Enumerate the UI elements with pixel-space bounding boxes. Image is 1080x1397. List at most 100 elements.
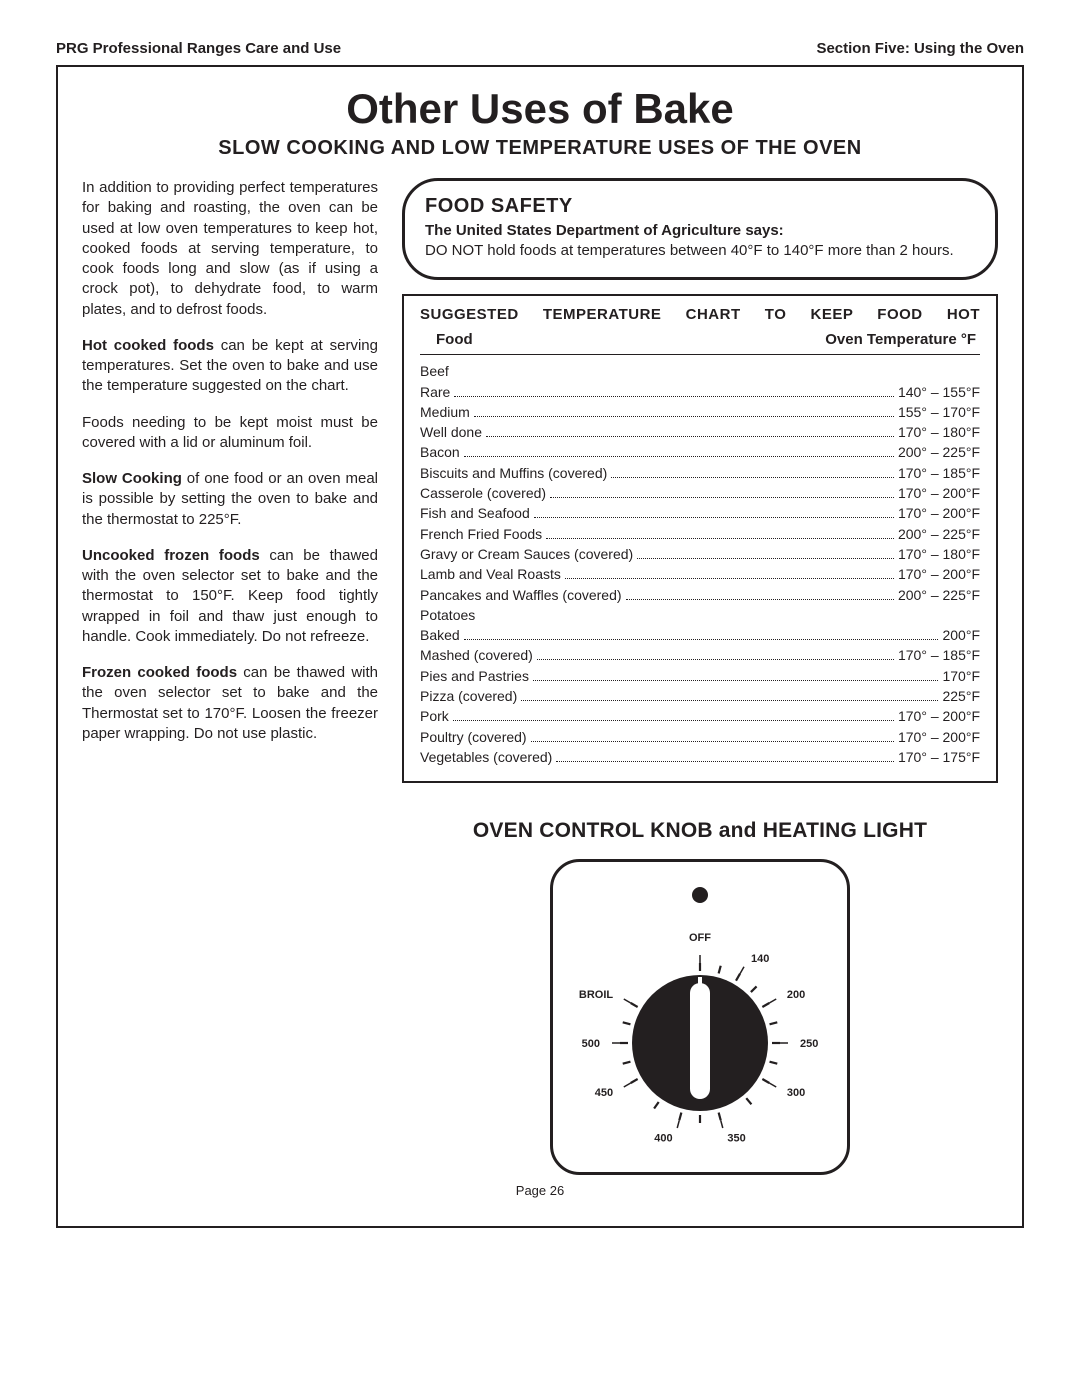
chart-food-cell: Baked — [420, 625, 460, 645]
chart-food-cell: Casserole (covered) — [420, 483, 546, 503]
chart-food-cell: Potatoes — [420, 605, 475, 625]
dial-wrap: OFF140200250300350400450500BROIL — [402, 859, 998, 1175]
chart-row: Lamb and Veal Roasts 170° – 200°F — [420, 564, 980, 584]
chart-row: Potatoes — [420, 605, 980, 625]
chart-food-cell: Poultry (covered) — [420, 727, 527, 747]
chart-row: Pizza (covered) 225°F — [420, 686, 980, 706]
svg-text:450: 450 — [595, 1087, 613, 1099]
chart-row: Vegetables (covered)170° – 175°F — [420, 747, 980, 767]
chart-header: Food Oven Temperature °F — [420, 331, 980, 355]
chart-dot-leader — [464, 456, 894, 457]
svg-text:500: 500 — [582, 1038, 600, 1050]
chart-temp-cell: 200° – 225°F — [898, 442, 980, 462]
chart-food-cell: Lamb and Veal Roasts — [420, 564, 561, 584]
chart-row: Biscuits and Muffins (covered)170° – 185… — [420, 463, 980, 483]
page-subtitle: SLOW COOKING AND LOW TEMPERATURE USES OF… — [82, 137, 998, 160]
chart-row: Bacon 200° – 225°F — [420, 442, 980, 462]
chart-temp-cell: 225°F — [942, 686, 980, 706]
chart-food-cell: Beef — [420, 361, 449, 381]
chart-dot-leader — [556, 761, 894, 762]
chart-dot-leader — [546, 538, 894, 539]
svg-text:200: 200 — [787, 989, 805, 1001]
chart-dot-leader — [626, 599, 894, 600]
food-safety-box: FOOD SAFETY The United States Department… — [402, 178, 998, 280]
chart-dot-leader — [454, 396, 894, 397]
chart-food-cell: Gravy or Cream Sauces (covered) — [420, 544, 633, 564]
page-number: Page 26 — [82, 1183, 998, 1198]
header-right: Section Five: Using the Oven — [816, 40, 1024, 57]
chart-row: Pancakes and Waffles (covered)200° – 225… — [420, 585, 980, 605]
chart-row: Casserole (covered) 170° – 200°F — [420, 483, 980, 503]
chart-dot-leader — [637, 558, 894, 559]
running-header: PRG Professional Ranges Care and Use Sec… — [56, 40, 1024, 57]
chart-temp-cell: 170° – 185°F — [898, 463, 980, 483]
left-column: In addition to providing perfect tempera… — [82, 178, 378, 1175]
chart-temp-cell: 170° – 200°F — [898, 564, 980, 584]
uncooked-frozen-paragraph: Uncooked frozen foods can be thawed with… — [82, 546, 378, 647]
food-safety-title: FOOD SAFETY — [425, 195, 975, 218]
chart-food-cell: Pies and Pastries — [420, 666, 529, 686]
chart-temp-cell: 170° – 200°F — [898, 503, 980, 523]
chart-temp-cell: 170°F — [942, 666, 980, 686]
content-columns: In addition to providing perfect tempera… — [82, 178, 998, 1175]
right-column: FOOD SAFETY The United States Department… — [402, 178, 998, 1175]
chart-dot-leader — [531, 741, 894, 742]
chart-temp-cell: 155° – 170°F — [898, 402, 980, 422]
chart-temp-cell: 170° – 200°F — [898, 727, 980, 747]
moist-paragraph: Foods needing to be kept moist must be c… — [82, 413, 378, 454]
chart-food-cell: Medium — [420, 402, 470, 422]
slow-cooking-paragraph: Slow Cooking of one food or an oven meal… — [82, 469, 378, 530]
chart-dot-leader — [453, 720, 894, 721]
svg-text:400: 400 — [654, 1133, 672, 1145]
chart-food-cell: French Fried Foods — [420, 524, 542, 544]
page-title: Other Uses of Bake — [82, 85, 998, 133]
oven-control-panel: OFF140200250300350400450500BROIL — [550, 859, 850, 1175]
uncooked-frozen-lead: Uncooked frozen foods — [82, 547, 260, 564]
chart-dot-leader — [534, 517, 894, 518]
food-safety-body: DO NOT hold foods at temperatures betwee… — [425, 241, 975, 261]
slow-cooking-lead: Slow Cooking — [82, 470, 182, 487]
hot-cooked-lead: Hot cooked foods — [82, 337, 214, 354]
chart-row: Well done 170° – 180°F — [420, 422, 980, 442]
frozen-cooked-lead: Frozen cooked foods — [82, 664, 237, 681]
chart-dot-leader — [486, 436, 894, 437]
chart-row: Baked 200°F — [420, 625, 980, 645]
chart-dot-leader — [537, 659, 894, 660]
chart-dot-leader — [611, 477, 894, 478]
chart-food-cell: Pork — [420, 706, 449, 726]
chart-row: French Fried Foods200° – 225°F — [420, 524, 980, 544]
chart-row: Mashed (covered) 170° – 185°F — [420, 645, 980, 665]
chart-row: Fish and Seafood170° – 200°F — [420, 503, 980, 523]
chart-temp-cell: 140° – 155°F — [898, 382, 980, 402]
header-left: PRG Professional Ranges Care and Use — [56, 40, 341, 57]
chart-food-cell: Pizza (covered) — [420, 686, 517, 706]
chart-row: Poultry (covered) 170° – 200°F — [420, 727, 980, 747]
chart-food-cell: Vegetables (covered) — [420, 747, 552, 767]
chart-dot-leader — [550, 497, 894, 498]
chart-temp-cell: 170° – 180°F — [898, 544, 980, 564]
chart-temp-cell: 170° – 200°F — [898, 706, 980, 726]
svg-text:140: 140 — [751, 953, 769, 965]
food-safety-subtitle: The United States Department of Agricult… — [425, 222, 975, 239]
chart-temp-cell: 170° – 200°F — [898, 483, 980, 503]
chart-dot-leader — [521, 700, 938, 701]
chart-food-cell: Mashed (covered) — [420, 645, 533, 665]
chart-temp-cell: 200°F — [942, 625, 980, 645]
chart-food-cell: Rare — [420, 382, 450, 402]
intro-paragraph: In addition to providing perfect tempera… — [82, 178, 378, 320]
chart-temp-cell: 170° – 185°F — [898, 645, 980, 665]
temperature-chart: SUGGESTED TEMPERATURE CHART TO KEEP FOOD… — [402, 294, 998, 783]
chart-row: Pies and Pastries 170°F — [420, 666, 980, 686]
chart-food-cell: Well done — [420, 422, 482, 442]
chart-row: Gravy or Cream Sauces (covered) 170° – 18… — [420, 544, 980, 564]
chart-col-food: Food — [436, 331, 825, 348]
svg-text:350: 350 — [727, 1133, 745, 1145]
page-frame: Other Uses of Bake SLOW COOKING AND LOW … — [56, 65, 1024, 1228]
chart-col-temp: Oven Temperature °F — [825, 331, 976, 348]
chart-temp-cell: 200° – 225°F — [898, 585, 980, 605]
chart-row: Beef — [420, 361, 980, 381]
svg-text:300: 300 — [787, 1087, 805, 1099]
svg-text:BROIL: BROIL — [579, 989, 614, 1001]
chart-food-cell: Bacon — [420, 442, 460, 462]
chart-temp-cell: 170° – 180°F — [898, 422, 980, 442]
